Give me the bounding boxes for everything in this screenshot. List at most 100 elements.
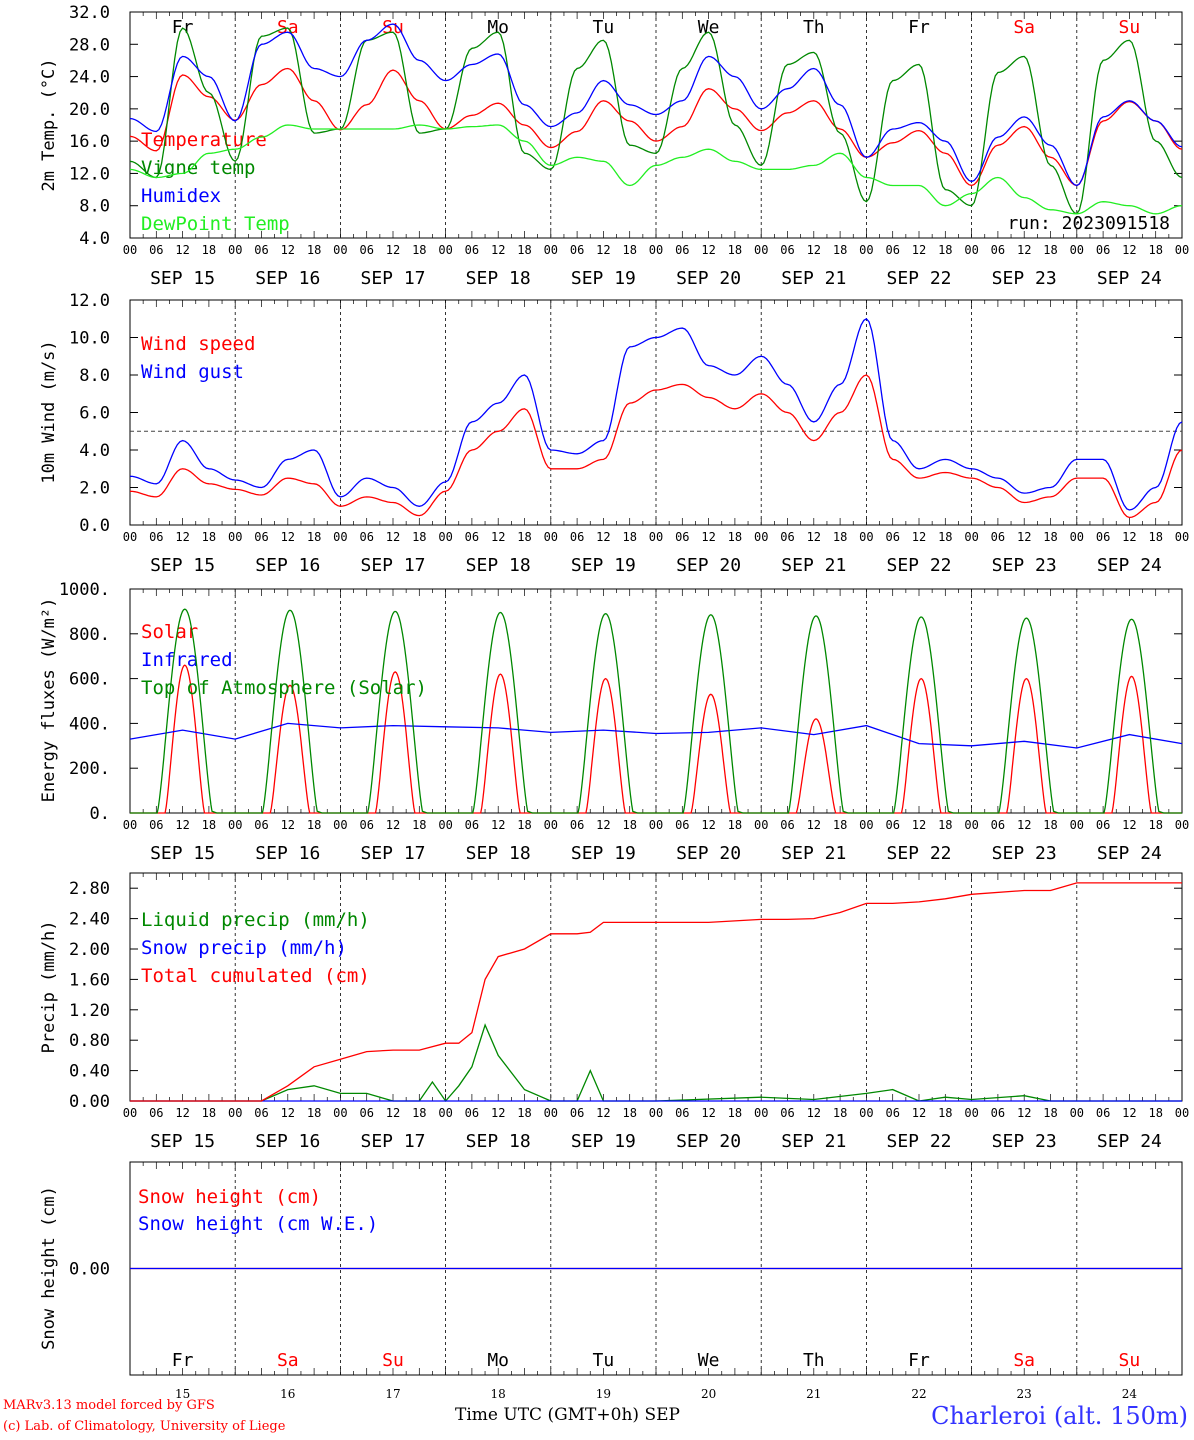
hour-tick-label: 12 (807, 818, 821, 832)
y-tick-label: 1.60 (69, 970, 110, 990)
weekday-label: Fr (908, 1350, 930, 1371)
hour-tick-label: 18 (728, 1106, 742, 1120)
hour-tick-label: 12 (1017, 243, 1031, 257)
legend-entry: Liquid precip (mm/h) (141, 909, 370, 931)
hour-tick-label: 00 (123, 243, 137, 257)
date-label: SEP 18 (466, 843, 531, 864)
y-tick-label: 200. (69, 759, 110, 779)
hour-tick-label: 12 (701, 243, 715, 257)
hour-tick-label: 12 (386, 1106, 400, 1120)
time-axis-title: Time UTC (GMT+0h) (455, 1405, 640, 1425)
hour-tick-label: 18 (938, 818, 952, 832)
y-tick-label: 20.0 (69, 100, 110, 120)
hour-tick-label: 00 (859, 1106, 873, 1120)
hour-tick-label: 06 (254, 243, 268, 257)
hour-tick-label: 18 (622, 1106, 636, 1120)
date-label: SEP 21 (781, 1131, 846, 1152)
hour-tick-label: 06 (991, 243, 1005, 257)
day-number-label: 24 (1122, 1387, 1138, 1401)
hour-tick-label: 12 (807, 243, 821, 257)
hour-tick-label: 00 (544, 1106, 558, 1120)
hour-tick-label: 12 (1017, 530, 1031, 544)
date-label: SEP 23 (992, 268, 1057, 289)
panel-1: 4.0 8.0 12.0 16.0 20.0 24.0 28.0 32.0 2m Temp. (… (39, 3, 1189, 289)
hour-tick-label: 18 (728, 818, 742, 832)
y-tick-label: 2.40 (69, 910, 110, 930)
plot-frame (129, 588, 1183, 814)
y-tick-label: 4.0 (79, 441, 110, 461)
hour-tick-label: 06 (149, 530, 163, 544)
y-tick-label: 8.0 (79, 197, 110, 217)
hour-tick-label: 18 (202, 530, 216, 544)
hour-tick-label: 12 (281, 530, 295, 544)
hour-tick-label: 12 (807, 530, 821, 544)
hour-tick-label: 18 (202, 243, 216, 257)
date-label: SEP 19 (571, 1131, 636, 1152)
day-number-label: 19 (596, 1387, 611, 1401)
series-line (129, 317, 1183, 511)
hour-tick-label: 00 (228, 1106, 242, 1120)
hour-tick-label: 00 (333, 818, 347, 832)
model-credit: MARv3.13 model forced by GFS (3, 1398, 215, 1413)
hour-tick-label: 00 (754, 1106, 768, 1120)
hour-tick-label: 12 (1122, 818, 1136, 832)
series-line (130, 882, 1182, 1102)
hour-tick-label: 18 (1148, 530, 1162, 544)
hour-tick-label: 06 (675, 243, 689, 257)
y-tick-label: 2.80 (69, 879, 110, 899)
y-axis-label: Energy fluxes (W/m²) (39, 598, 59, 803)
series-line (129, 27, 1183, 215)
hour-tick-label: 00 (333, 243, 347, 257)
hour-tick-label: 00 (649, 243, 663, 257)
y-tick-label: 0.0 (79, 516, 110, 536)
hour-tick-label: 12 (175, 818, 189, 832)
hour-tick-label: 12 (175, 530, 189, 544)
weekday-label: Tu (593, 1350, 615, 1371)
date-label: SEP 20 (676, 1131, 741, 1152)
date-label: SEP 17 (360, 555, 425, 576)
y-tick-label: 4.0 (79, 229, 110, 249)
panel-3: 0. 200. 400. 600. 800. 1000.Energy fluxes (W/… (39, 580, 1189, 864)
hour-tick-label: 06 (675, 530, 689, 544)
legend-entry: Snow height (cm W.E.) (138, 1213, 378, 1235)
date-label: SEP 24 (1097, 555, 1162, 576)
hour-tick-label: 18 (202, 818, 216, 832)
time-axis-label: Time UTC (GMT+0h) SEP (455, 1405, 680, 1425)
hour-tick-label: 00 (123, 1106, 137, 1120)
hour-tick-label: 00 (228, 243, 242, 257)
hour-tick-label: 12 (701, 818, 715, 832)
hour-tick-label: 18 (833, 243, 847, 257)
date-label: SEP 21 (781, 268, 846, 289)
y-tick-label: 0.00 (69, 1092, 110, 1112)
time-axis-month: SEP (644, 1405, 680, 1425)
hour-tick-label: 06 (991, 1106, 1005, 1120)
date-label: SEP 18 (466, 555, 531, 576)
hour-tick-label: 00 (333, 1106, 347, 1120)
hour-tick-label: 00 (438, 818, 452, 832)
hour-tick-label: 06 (149, 243, 163, 257)
hour-tick-label: 18 (517, 1106, 531, 1120)
hour-tick-label: 12 (386, 818, 400, 832)
hour-tick-label: 18 (1043, 243, 1057, 257)
weekday-label: Su (1119, 1350, 1141, 1371)
y-axis-label: 10m Wind (m/s) (39, 340, 59, 483)
y-tick-label: 2.0 (79, 479, 110, 499)
date-label: SEP 20 (676, 268, 741, 289)
hour-tick-label: 00 (123, 530, 137, 544)
hour-tick-label: 12 (596, 243, 610, 257)
hour-tick-label: 18 (1043, 818, 1057, 832)
hour-tick-label: 00 (964, 530, 978, 544)
hour-tick-label: 06 (885, 818, 899, 832)
hour-tick-label: 18 (833, 530, 847, 544)
lab-credit: (c) Lab. of Climatology, University of L… (3, 1419, 286, 1434)
hour-tick-label: 12 (1122, 1106, 1136, 1120)
weekday-label: Sa (277, 1350, 299, 1371)
hour-tick-label: 00 (964, 243, 978, 257)
hour-tick-label: 06 (675, 1106, 689, 1120)
hour-tick-label: 06 (885, 1106, 899, 1120)
date-label: SEP 24 (1097, 268, 1162, 289)
hour-tick-label: 18 (307, 1106, 321, 1120)
weekday-label: Su (382, 1350, 404, 1371)
hour-tick-label: 00 (1175, 530, 1189, 544)
